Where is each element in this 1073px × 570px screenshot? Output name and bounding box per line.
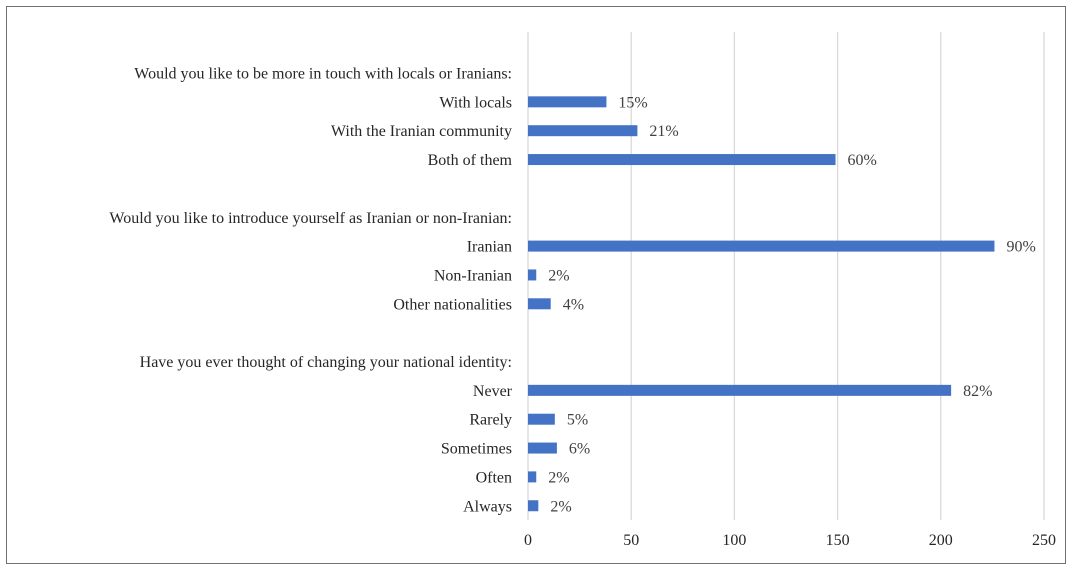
category-label: Always [463, 498, 512, 515]
x-tick-label: 250 [1032, 532, 1056, 549]
category-label: Iranian [467, 239, 512, 256]
bar [528, 96, 607, 108]
category-label: Never [473, 383, 513, 400]
category-label: With the Iranian community [331, 123, 512, 140]
x-tick-label: 100 [722, 532, 746, 549]
category-label: With locals [439, 94, 512, 111]
question-label: Would you like to be more in touch with … [134, 66, 512, 83]
data-label: 2% [548, 469, 569, 486]
category-label: Often [476, 469, 512, 486]
x-tick-label: 150 [826, 532, 850, 549]
bar [528, 384, 952, 396]
bar [528, 471, 537, 483]
bar [528, 240, 995, 252]
data-label: 15% [618, 94, 647, 111]
category-label: Non-Iranian [434, 267, 512, 284]
x-tick-label: 200 [929, 532, 953, 549]
bar [528, 269, 537, 281]
question-label: Have you ever thought of changing your n… [140, 354, 512, 371]
data-label: 21% [649, 123, 678, 140]
data-label: 2% [548, 267, 569, 284]
data-label: 90% [1006, 239, 1035, 256]
bar [528, 125, 638, 137]
data-label: 82% [963, 383, 992, 400]
category-label: Other nationalities [393, 296, 512, 313]
data-label: 6% [569, 441, 590, 458]
data-label: 5% [567, 412, 588, 429]
category-label: Both of them [428, 152, 513, 169]
category-label: Rarely [469, 412, 512, 429]
data-label: 4% [563, 296, 584, 313]
bar [528, 442, 557, 454]
question-label: Would you like to introduce yourself as … [109, 210, 512, 227]
category-label: Sometimes [441, 441, 512, 458]
data-label: 60% [848, 152, 877, 169]
x-tick-label: 50 [623, 532, 639, 549]
data-label: 2% [550, 498, 571, 515]
bar [528, 500, 539, 512]
bar [528, 413, 555, 425]
bar [528, 154, 836, 166]
bar [528, 298, 551, 310]
x-tick-label: 0 [524, 532, 532, 549]
